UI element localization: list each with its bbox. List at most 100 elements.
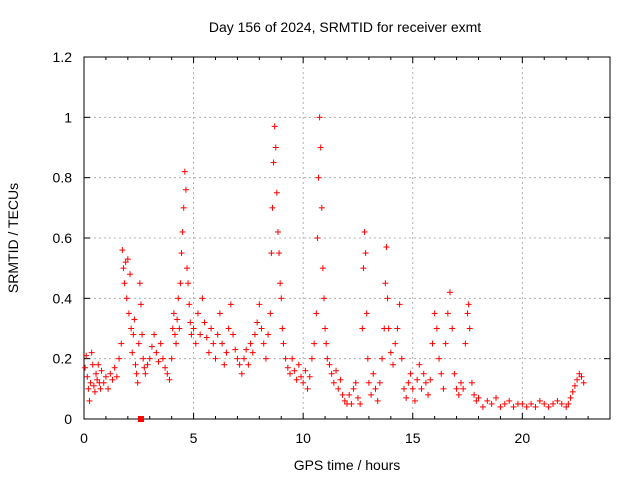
- data-point: [272, 144, 279, 151]
- data-point: [444, 310, 451, 317]
- data-point: [186, 301, 193, 308]
- data-point: [466, 325, 473, 332]
- data-points: [82, 114, 587, 422]
- data-point: [176, 325, 183, 332]
- data-point: [422, 379, 429, 386]
- data-point: [168, 355, 175, 362]
- data-point: [173, 340, 180, 347]
- data-point: [111, 364, 118, 371]
- data-point: [460, 385, 467, 392]
- data-point: [121, 280, 128, 287]
- data-point: [245, 361, 252, 368]
- data-point: [578, 373, 585, 380]
- data-point: [396, 301, 403, 308]
- data-point: [127, 271, 134, 278]
- data-point: [132, 361, 139, 368]
- data-point: [291, 367, 298, 374]
- data-point: [438, 370, 445, 377]
- data-point: [455, 391, 462, 398]
- data-point: [576, 370, 583, 377]
- data-point: [536, 397, 543, 404]
- data-point: [125, 310, 132, 317]
- data-point: [462, 340, 469, 347]
- data-point: [157, 340, 164, 347]
- data-point: [94, 376, 101, 383]
- data-point: [322, 325, 329, 332]
- data-point: [407, 370, 414, 377]
- data-point: [418, 385, 425, 392]
- data-point: [563, 403, 570, 410]
- data-point: [302, 367, 309, 374]
- data-point: [175, 295, 182, 302]
- data-point: [333, 367, 340, 374]
- data-point: [277, 280, 284, 287]
- data-point: [230, 331, 237, 338]
- data-point: [363, 310, 370, 317]
- grid-lines: [84, 57, 610, 419]
- data-point: [532, 403, 539, 410]
- data-point: [554, 397, 561, 404]
- data-point: [368, 391, 375, 398]
- data-point: [447, 289, 454, 296]
- data-point: [153, 349, 160, 356]
- data-point: [313, 310, 320, 317]
- data-point: [251, 331, 258, 338]
- data-point: [346, 391, 353, 398]
- data-point: [185, 280, 192, 287]
- data-point: [91, 388, 98, 395]
- data-point: [181, 168, 188, 175]
- y-tick-label: 1.2: [53, 49, 73, 65]
- y-tick-label: 0: [64, 411, 72, 427]
- data-point: [212, 355, 219, 362]
- data-point: [317, 144, 324, 151]
- data-point: [216, 310, 223, 317]
- data-point: [262, 355, 269, 362]
- data-point: [123, 295, 130, 302]
- data-point: [297, 373, 304, 380]
- data-point: [451, 370, 458, 377]
- data-point: [240, 355, 247, 362]
- data-point: [180, 204, 187, 211]
- data-point: [102, 373, 109, 380]
- data-point: [208, 325, 215, 332]
- data-point: [308, 355, 315, 362]
- data-point: [385, 325, 392, 332]
- data-point: [120, 265, 127, 272]
- data-point: [348, 400, 355, 407]
- data-point: [558, 400, 565, 407]
- data-point: [409, 385, 416, 392]
- data-point: [394, 325, 401, 332]
- axis-ticks: [83, 56, 610, 420]
- data-point: [238, 370, 245, 377]
- data-point: [219, 340, 226, 347]
- data-point: [350, 385, 357, 392]
- data-point: [387, 349, 394, 356]
- data-point: [433, 325, 440, 332]
- data-point: [133, 370, 140, 377]
- y-tick-label: 0.2: [53, 351, 73, 367]
- data-point: [178, 250, 185, 257]
- data-point: [359, 325, 366, 332]
- outlier-marker: [137, 416, 144, 422]
- data-point: [293, 376, 300, 383]
- data-point: [137, 301, 144, 308]
- data-point: [376, 379, 383, 386]
- data-point: [414, 376, 421, 383]
- data-point: [468, 379, 475, 386]
- data-point: [398, 355, 405, 362]
- data-point: [155, 358, 162, 365]
- data-point: [392, 340, 399, 347]
- x-tick-label: 20: [515, 430, 531, 446]
- data-point: [365, 379, 372, 386]
- data-point: [227, 301, 234, 308]
- data-point: [159, 355, 166, 362]
- axis-tick-labels: 0 0.2 0.4 0.6 0.8 1 1.2 0 5 10 15 20: [53, 49, 531, 446]
- data-point: [166, 376, 173, 383]
- data-point: [225, 325, 232, 332]
- data-point: [427, 376, 434, 383]
- data-point: [169, 325, 176, 332]
- data-point: [384, 295, 391, 302]
- y-tick-label: 0.8: [53, 170, 73, 186]
- data-point: [90, 382, 97, 389]
- x-tick-label: 0: [80, 430, 88, 446]
